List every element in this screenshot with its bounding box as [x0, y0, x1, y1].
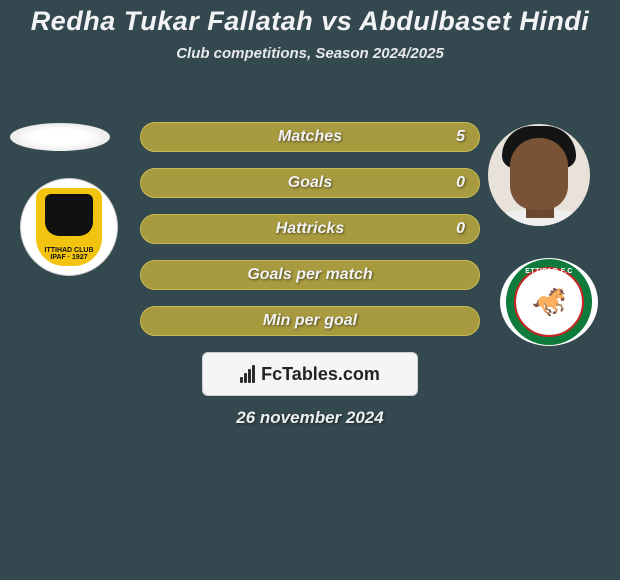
stat-row-gpm: Goals per match [140, 260, 480, 290]
fctables-logo: FcTables.com [202, 352, 418, 396]
stat-label: Min per goal [263, 312, 357, 330]
player-face [510, 138, 568, 210]
stat-label: Goals [288, 174, 332, 192]
ittihad-text-line2: IPAF · 1927 [50, 254, 87, 262]
stat-row-matches: Matches 5 [140, 122, 480, 152]
ettifaq-label: ETTIFAQ F.C [525, 268, 573, 275]
stat-label: Goals per match [247, 266, 372, 284]
stat-value-right: 0 [456, 220, 465, 238]
bar-chart-icon [240, 365, 255, 383]
stat-value-right: 0 [456, 174, 465, 192]
ettifaq-ring: ETTIFAQ F.C 🐎 [506, 259, 592, 345]
stat-row-goals: Goals 0 [140, 168, 480, 198]
player-right-photo [488, 124, 590, 226]
stat-value-right: 5 [456, 128, 465, 146]
stat-row-hattricks: Hattricks 0 [140, 214, 480, 244]
ittihad-badge: ITTIHAD CLUB IPAF · 1927 [36, 188, 102, 266]
fctables-text: FcTables.com [261, 364, 380, 385]
ittihad-inner-shield [45, 194, 93, 236]
player-left-photo-placeholder [10, 123, 110, 151]
club-right-badge: ETTIFAQ F.C 🐎 [500, 258, 598, 346]
stat-row-mpg: Min per goal [140, 306, 480, 336]
date-text: 26 november 2024 [0, 408, 620, 428]
stats-list: Matches 5 Goals 0 Hattricks 0 Goals per … [140, 122, 480, 352]
horse-icon: 🐎 [532, 288, 567, 316]
stat-label: Hattricks [276, 220, 344, 238]
comparison-card: Redha Tukar Fallatah vs Abdulbaset Hindi… [0, 0, 620, 580]
subtitle: Club competitions, Season 2024/2025 [0, 45, 620, 62]
page-title: Redha Tukar Fallatah vs Abdulbaset Hindi [0, 0, 620, 37]
club-left-badge: ITTIHAD CLUB IPAF · 1927 [20, 178, 118, 276]
stat-label: Matches [278, 128, 342, 146]
ittihad-text-line1: ITTIHAD CLUB [45, 247, 94, 255]
